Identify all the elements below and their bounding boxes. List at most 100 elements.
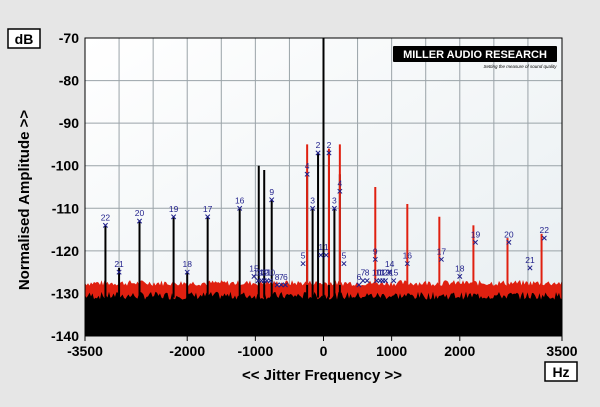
harmonic-marker (364, 278, 370, 284)
harmonic-marker-label: 20 (135, 208, 145, 218)
harmonic-marker (387, 269, 393, 275)
y-tick-label: -140 (51, 328, 79, 344)
black-noise-floor (85, 291, 562, 336)
harmonic-marker-label: 5 (301, 251, 306, 261)
harmonic-marker (472, 239, 479, 245)
harmonic-marker-label: 1 (324, 242, 329, 252)
harmonic-marker (315, 150, 321, 156)
harmonic-marker (323, 252, 329, 258)
harmonic-marker (269, 197, 275, 203)
harmonic-marker (184, 269, 190, 275)
harmonic-marker-label: 2 (327, 140, 332, 150)
harmonic-marker-label: 1 (318, 242, 323, 252)
y-tick-label: -100 (51, 158, 79, 174)
harmonic-marker-label: 11 (376, 268, 385, 278)
harmonic-marker-label: 18 (182, 259, 192, 269)
harmonic-marker (237, 205, 243, 211)
harmonic-marker (304, 171, 310, 177)
harmonic-marker-label: 5 (342, 251, 347, 261)
harmonic-marker (205, 214, 211, 220)
harmonic-marker (300, 261, 306, 267)
x-tick-label: 0 (320, 343, 328, 359)
harmonic-marker-label: 17 (437, 246, 447, 256)
harmonic-marker-label: 13 (381, 268, 391, 278)
harmonic-marker (356, 282, 362, 288)
harmonic-marker-label: 14 (385, 259, 395, 269)
x-tick-label: 1000 (376, 343, 407, 359)
harmonic-marker (372, 256, 378, 262)
harmonic-marker (282, 282, 288, 288)
harmonic-marker-label: 14 (253, 268, 263, 278)
harmonic-marker-label: 13 (257, 268, 267, 278)
y-axis-title: Normalised Amplitude >> (16, 110, 33, 291)
harmonic-marker-label: 10 (372, 268, 382, 278)
harmonic-marker-label: 16 (235, 195, 245, 205)
harmonic-marker (136, 218, 143, 224)
brand-name: MILLER AUDIO RESEARCH (403, 49, 547, 61)
harmonic-marker-label: 2 (316, 140, 321, 150)
harmonic-marker (337, 188, 343, 194)
x-unit-label: Hz (552, 364, 569, 380)
harmonic-marker (391, 278, 397, 284)
harmonic-marker-label: 18 (455, 263, 465, 273)
y-tick-label: -80 (59, 73, 79, 89)
harmonic-marker-label: 12 (259, 268, 269, 278)
harmonic-marker-label: 9 (373, 246, 378, 256)
x-tick-label: 2000 (444, 343, 475, 359)
harmonic-marker (278, 282, 284, 288)
harmonic-marker (318, 252, 324, 258)
harmonic-marker-label: 4 (337, 178, 342, 188)
harmonic-marker (274, 282, 280, 288)
harmonic-marker (171, 214, 177, 220)
x-unit-box: Hz (544, 361, 578, 382)
harmonic-marker-label: 16 (403, 251, 413, 261)
harmonic-marker-label: 20 (504, 229, 514, 239)
x-axis-ticks: -3500 -2000 -1000 0 1000 2000 3500 (67, 336, 578, 359)
harmonic-marker-label: 22 (540, 225, 550, 235)
x-axis-title: << Jitter Frequency >> (242, 367, 402, 384)
x-tick-label: -2000 (169, 343, 205, 359)
x-tick-label: -1000 (237, 343, 273, 359)
y-tick-label: -130 (51, 285, 79, 301)
harmonic-marker (382, 278, 389, 284)
y-tick-label: -110 (52, 200, 79, 216)
harmonic-marker (506, 239, 512, 245)
harmonic-marker-label: 19 (169, 204, 179, 214)
harmonic-marker-label: 6 (357, 272, 362, 282)
harmonic-marker-label: 15 (249, 263, 259, 273)
harmonic-marker-label: 22 (101, 212, 111, 222)
harmonic-marker (341, 261, 347, 267)
y-tick-label: -70 (59, 30, 79, 46)
harmonic-marker-label: 15 (389, 268, 399, 278)
harmonic-marker (457, 273, 463, 279)
harmonic-marker (116, 269, 122, 275)
harmonic-marker-label: 17 (203, 204, 213, 214)
harmonic-marker (267, 278, 273, 284)
harmonic-marker (326, 150, 332, 156)
y-tick-label: -120 (51, 243, 79, 259)
x-tick-label: -3500 (67, 343, 103, 359)
x-tick-label: 3500 (546, 343, 577, 359)
noise-floor (85, 279, 562, 336)
harmonic-marker (251, 273, 257, 279)
harmonic-marker (438, 256, 444, 262)
harmonic-marker-label: 9 (269, 187, 274, 197)
harmonic-marker-label: 6 (283, 272, 288, 282)
harmonic-marker (527, 265, 533, 271)
y-tick-label: -90 (59, 115, 79, 131)
harmonic-marker-label: 21 (525, 255, 535, 265)
brand-logo: MILLER AUDIO RESEARCH Setting the measur… (393, 46, 557, 69)
harmonic-marker-label: 7 (279, 272, 284, 282)
harmonic-marker (404, 261, 410, 267)
harmonic-marker (360, 278, 366, 284)
y-unit-box: dB (7, 28, 41, 49)
harmonic-marker (331, 205, 337, 211)
harmonic-marker-label: 4 (305, 161, 310, 171)
harmonic-marker-label: 7 (361, 268, 366, 278)
harmonic-marker (541, 235, 547, 241)
harmonic-marker-label: 3 (332, 195, 337, 205)
y-unit-label: dB (15, 31, 34, 47)
